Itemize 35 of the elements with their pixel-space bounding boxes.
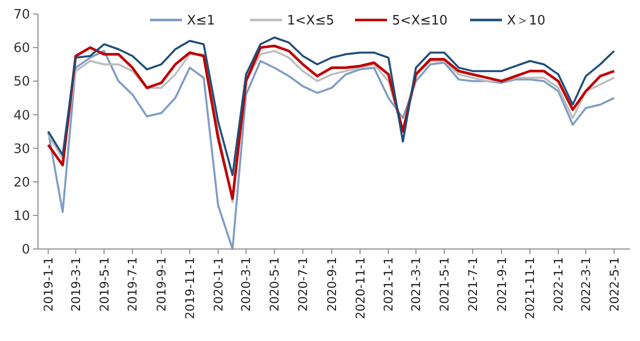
legend-label: 1<X≤5	[287, 14, 334, 29]
y-tick-label: 0	[22, 242, 30, 258]
x-tick-label: 2019-3-1	[68, 257, 83, 312]
y-tick-label: 70	[13, 8, 30, 23]
x-tick-label: 2019-11-1	[182, 257, 197, 320]
x-tick-label: 2020-5-1	[268, 257, 282, 312]
x-tick-label: 2021-5-1	[438, 257, 452, 312]
line-series	[47, 50, 616, 250]
y-tick-label: 10	[13, 208, 30, 224]
x-tick-label: 2020-3-1	[239, 257, 254, 312]
x-tick-label: 2021-9-1	[494, 257, 509, 312]
y-tick-label: 30	[13, 142, 30, 157]
x-tick-label: 2022-5-1	[607, 257, 622, 312]
line-series	[47, 36, 616, 176]
x-tick-label: 2020-11-1	[353, 257, 368, 320]
x-tick-label: 2021-11-1	[523, 257, 538, 320]
x-tick-label: 2019-1-1	[41, 257, 56, 312]
y-tick-label: 60	[13, 41, 30, 56]
y-tick-label: 40	[13, 108, 30, 124]
x-tick-label: 2019-5-1	[97, 257, 112, 312]
y-tick-label: 20	[13, 175, 30, 190]
y-tick-label: 50	[13, 74, 30, 90]
x-tick-label: 2021-3-1	[409, 257, 424, 312]
legend-label: X＞10	[507, 14, 546, 29]
x-tick-label: 2020-7-1	[296, 257, 310, 312]
x-tick-label: 2020-9-1	[324, 257, 339, 312]
x-tick-label: 2020-1-1	[211, 257, 226, 312]
x-tick-label: 2021-7-1	[466, 257, 480, 312]
x-tick-label: 2022-3-1	[578, 257, 593, 312]
x-tick-label: 2022-1-1	[552, 257, 566, 312]
x-tick-label: 2019-7-1	[126, 257, 140, 312]
x-tick-label: 2021-1-1	[382, 257, 396, 312]
legend-label: 5<X≤10	[392, 14, 448, 29]
legend-label: X≤1	[187, 14, 216, 29]
x-tick-label: 2019-9-1	[154, 257, 169, 312]
